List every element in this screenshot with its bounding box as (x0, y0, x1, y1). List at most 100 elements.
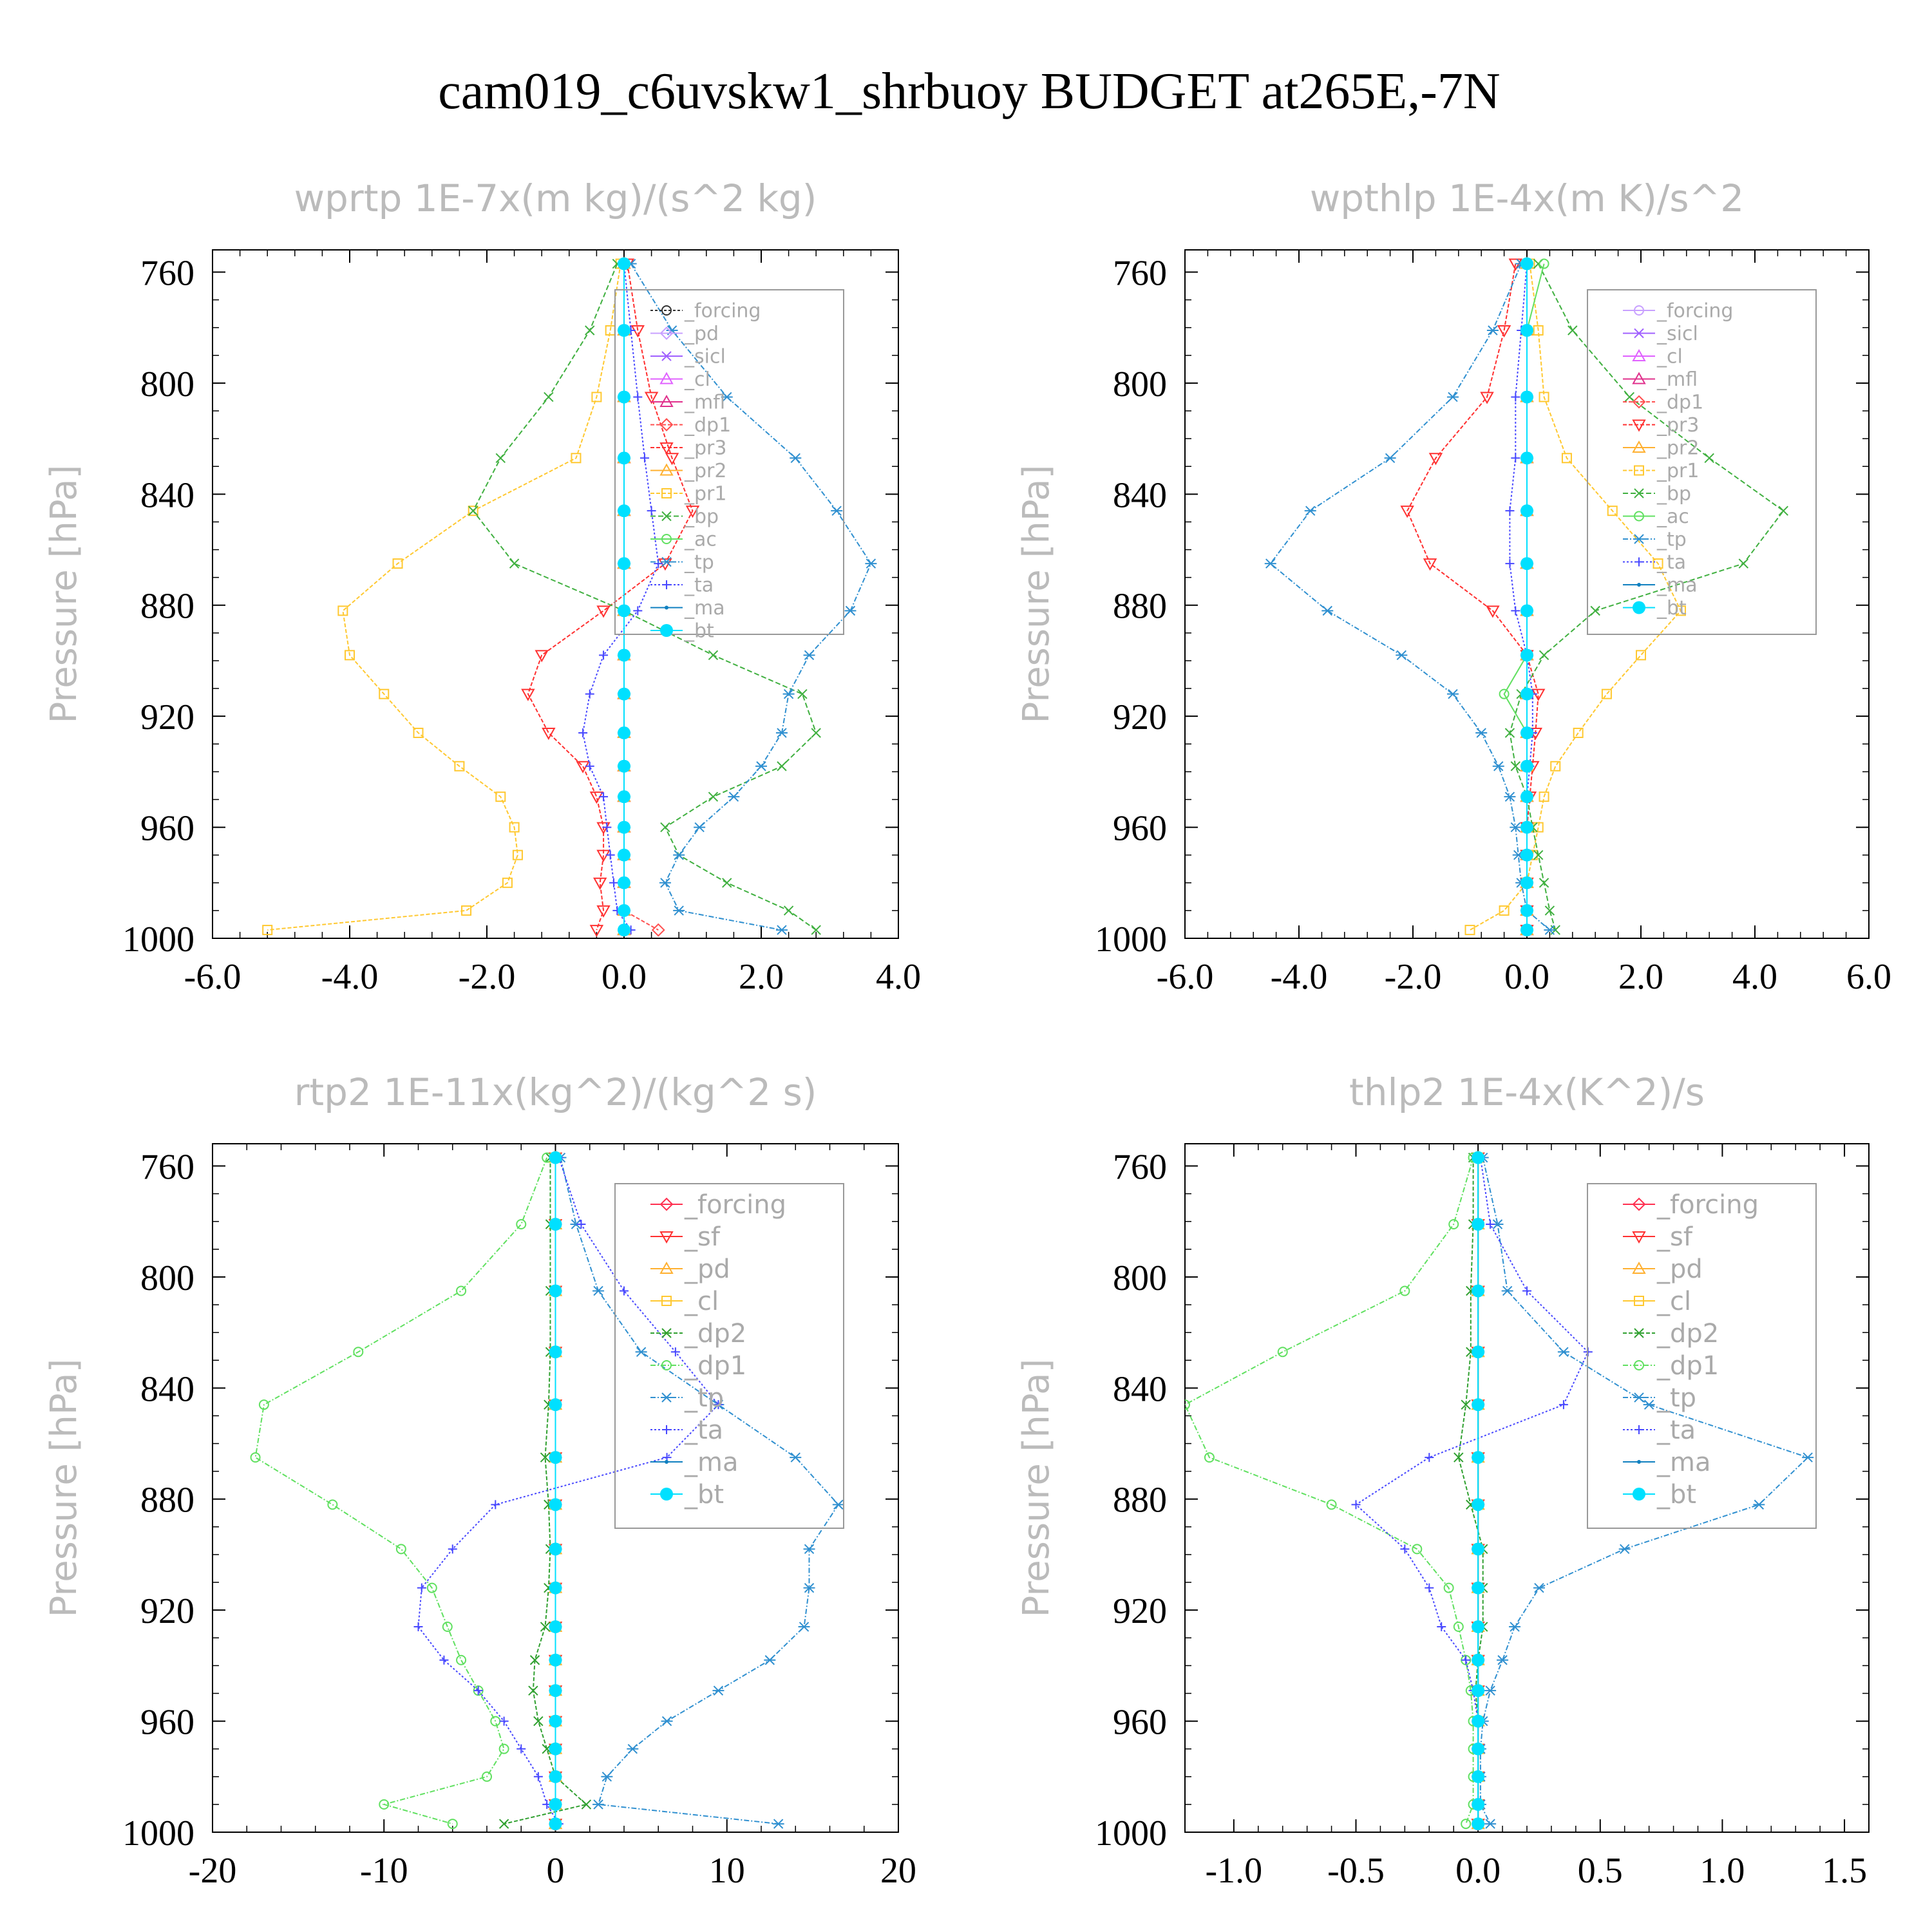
data-point-ta (1505, 559, 1515, 569)
data-point-dp1 (447, 1819, 458, 1830)
data-point-bt (618, 390, 630, 404)
data-point-dp1 (456, 1654, 467, 1665)
data-point-dp1 (1461, 1819, 1472, 1830)
data-point-bt (618, 604, 630, 618)
y-tick-label: 840 (140, 475, 194, 515)
data-point-dp2 (540, 1452, 551, 1463)
data-point-bt (1520, 687, 1533, 701)
x-tick-label: 0 (547, 1851, 565, 1891)
legend-label: _bp (1656, 483, 1691, 506)
y-tick-label: 920 (1113, 697, 1167, 737)
legend-swatch-marker (659, 394, 674, 407)
legend-swatch-marker (665, 605, 668, 610)
legend-box (1587, 1183, 1817, 1529)
data-point-tp (673, 849, 685, 860)
y-tick-label: 960 (140, 1703, 194, 1743)
legend-label: _sf (684, 1222, 721, 1252)
data-point-ta (516, 1744, 526, 1754)
data-point-ta (533, 1772, 543, 1781)
data-point-pr1 (413, 728, 424, 739)
x-tick-label: 1.5 (1822, 1851, 1867, 1891)
legend-label: _pr2 (684, 460, 726, 482)
data-point-pr1 (1539, 791, 1549, 802)
data-point-pr1 (1550, 761, 1561, 772)
data-point-bt (1472, 1451, 1485, 1464)
x-tick-label: -10 (360, 1851, 408, 1891)
data-point-ta (1505, 506, 1515, 516)
legend-swatch-marker (1634, 557, 1643, 567)
panel-title: rtp2 1E-11x(kg^2)/(kg^2 s) (294, 1070, 817, 1114)
legend-label: _cl (1656, 1287, 1691, 1316)
data-point-dp1 (651, 923, 665, 937)
legend-label: _dp1 (684, 414, 731, 437)
data-point-tp (712, 1685, 724, 1696)
data-point-bt (618, 324, 630, 337)
data-point-tp (1504, 791, 1516, 802)
legend: _forcing_pd_sicl_cl_mfl_dp1_pr3_pr2_pr1_… (614, 289, 844, 643)
legend-swatch-marker (1634, 1296, 1644, 1306)
data-point-bt (1520, 876, 1533, 889)
data-point-bt (549, 1542, 562, 1556)
x-tick-label: 0.0 (1504, 957, 1549, 997)
y-tick-label: 920 (140, 1591, 194, 1631)
data-point-ta (1437, 1622, 1446, 1632)
legend-label: _cl (684, 1287, 719, 1316)
y-tick-label: 760 (140, 253, 194, 293)
data-point-dp2 (1454, 1452, 1464, 1463)
plot-frame (212, 249, 899, 939)
data-point-tp (1753, 1499, 1765, 1510)
data-point-bt (549, 1714, 562, 1728)
data-point-bt (1520, 649, 1533, 662)
data-point-bt (1520, 504, 1533, 518)
legend-label: _sf (1656, 1222, 1693, 1252)
y-tick-label: 840 (1113, 475, 1167, 515)
data-point-bt (618, 904, 630, 917)
y-tick-label: 1000 (1095, 920, 1167, 960)
data-point-bt (1472, 1498, 1485, 1511)
series-line-ta (582, 263, 659, 931)
y-tick-label: 1000 (122, 920, 194, 960)
data-point-bp (722, 878, 732, 888)
data-point-tp (844, 605, 857, 616)
y-tick-label: 960 (140, 809, 194, 849)
data-point-bt (1472, 1581, 1485, 1595)
data-point-bt (1520, 604, 1533, 618)
legend-swatch-marker (661, 488, 672, 498)
legend-label: _pr1 (684, 483, 726, 506)
x-tick-label: 0.0 (601, 957, 647, 997)
data-point-tp (601, 1772, 613, 1782)
data-point-tp (1510, 822, 1522, 833)
legend-swatch-marker (1632, 1197, 1646, 1211)
y-tick-label: 840 (140, 1369, 194, 1409)
data-point-ta (654, 559, 663, 569)
legend-swatch-marker (661, 305, 672, 316)
legend-swatch-marker (661, 511, 672, 522)
data-point-bt (1520, 390, 1533, 404)
data-point-tp (1557, 1347, 1569, 1357)
data-point-bp (708, 650, 719, 661)
data-point-bt (549, 1581, 562, 1595)
legend-swatch-marker (665, 1460, 668, 1464)
data-point-tp (1304, 506, 1316, 516)
data-point-tp (775, 728, 788, 738)
data-point-tp (1501, 1285, 1513, 1296)
data-point-bt (1472, 1398, 1485, 1412)
data-point-dp1 (426, 1582, 437, 1593)
data-point-ta (714, 1400, 723, 1410)
panel-title: wpthlp 1E-4x(m K)/s^2 (1310, 176, 1744, 220)
data-point-pr1 (1601, 688, 1612, 699)
data-point-bt (1472, 1770, 1485, 1783)
data-point-bp (1704, 453, 1714, 463)
data-point-bt (618, 557, 630, 571)
data-point-bp (783, 905, 794, 916)
data-point-tp (782, 688, 795, 699)
data-point-pr1 (1561, 453, 1572, 464)
legend-label: _ta (684, 1416, 723, 1445)
legend-swatch-marker (661, 534, 672, 544)
data-point-tp (1533, 1582, 1545, 1593)
data-point-ta (620, 1286, 629, 1296)
data-point-pr1 (345, 650, 355, 661)
data-point-tp (865, 558, 877, 569)
data-point-ta (1522, 1286, 1531, 1296)
